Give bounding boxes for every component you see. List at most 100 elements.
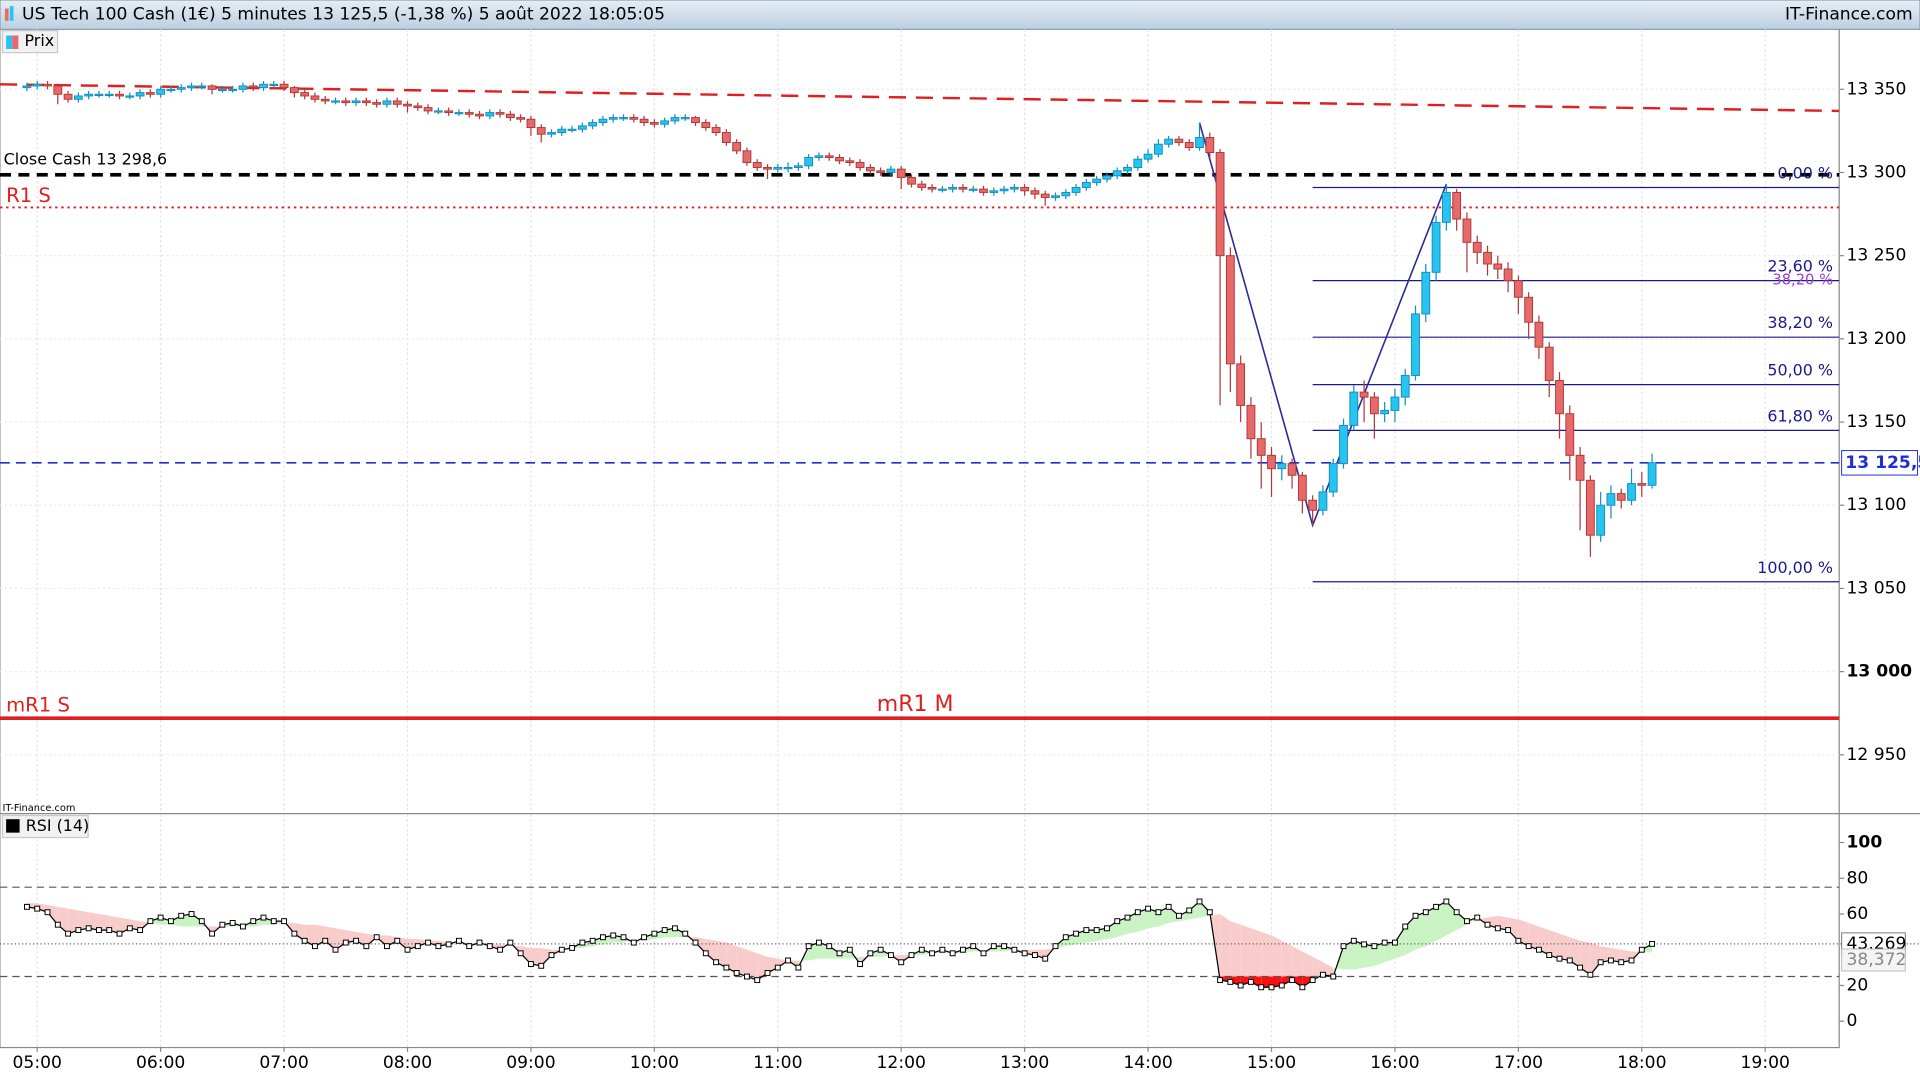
rsi-signal-fill	[1559, 933, 1570, 961]
candle-body	[711, 127, 721, 134]
rsi-point	[1443, 898, 1450, 905]
rsi-signal-fill	[767, 956, 778, 973]
candle-body	[269, 83, 279, 87]
rsi-point	[1566, 957, 1573, 964]
candle-body	[1647, 462, 1657, 486]
candle-body	[1318, 491, 1328, 511]
candle-body	[896, 168, 906, 178]
candle-body	[63, 93, 73, 100]
rsi-point	[1227, 978, 1234, 985]
candle-body	[516, 117, 526, 120]
rsi-signal-fill	[1436, 901, 1447, 941]
candle-body	[968, 188, 978, 191]
rsi-point	[1350, 937, 1357, 944]
candle-body	[1308, 499, 1318, 511]
price-pane	[0, 80, 1840, 721]
rsi-point	[857, 961, 864, 967]
grid	[0, 29, 1845, 1052]
candle-body	[660, 120, 670, 125]
candle-body	[1277, 463, 1287, 470]
candle-body	[1133, 158, 1143, 168]
candle-body	[917, 183, 927, 188]
candle-body	[1544, 346, 1554, 381]
rsi-point	[1124, 914, 1131, 921]
last-price-box	[1841, 450, 1919, 476]
rsi-point	[589, 937, 596, 944]
rsi-point	[1597, 959, 1604, 966]
y-tick-label: 13 000	[1847, 662, 1913, 682]
candle-body	[1256, 438, 1266, 456]
zigzag	[1198, 122, 1448, 528]
candle-body	[536, 127, 546, 135]
candle-body	[197, 85, 207, 88]
rsi-point	[54, 921, 61, 928]
y-tick-label: 13 250	[1847, 246, 1907, 266]
candle-body	[1596, 504, 1606, 536]
rsi-signal-fill	[1261, 931, 1272, 988]
rsi-point	[610, 932, 617, 939]
candle-body	[1503, 268, 1513, 282]
rsi-point	[1278, 982, 1285, 989]
candle-body	[907, 176, 916, 185]
candle-body	[505, 113, 515, 119]
rsi-point	[1073, 930, 1080, 937]
candle-body	[1102, 175, 1112, 180]
rsi-point	[1412, 912, 1419, 919]
header-icon	[4, 8, 9, 21]
candle-body	[1205, 137, 1215, 154]
rsi-point	[1381, 939, 1388, 946]
candle-body	[1555, 379, 1564, 415]
candle-body	[372, 102, 382, 105]
candle-body	[1267, 454, 1276, 470]
x-tick-label: 05:00	[13, 1053, 62, 1073]
rsi-signal-fill	[500, 942, 511, 950]
trendline	[0, 83, 1840, 113]
candle-body	[32, 83, 42, 87]
x-tick-label: 12:00	[877, 1053, 926, 1073]
x-tick-label: 19:00	[1741, 1053, 1790, 1073]
rsi-point	[774, 964, 781, 971]
candle-body	[742, 150, 752, 163]
candle-body	[1184, 142, 1194, 149]
rsi-point	[1289, 977, 1296, 984]
candle-body	[1092, 178, 1102, 183]
candle-body	[1061, 191, 1071, 197]
rsi-point	[414, 943, 421, 950]
rsi-point	[1206, 909, 1213, 916]
candle-body	[1246, 404, 1256, 440]
candle-body	[649, 122, 659, 125]
y-tick-label: 13 350	[1847, 79, 1907, 99]
candle-body	[1297, 474, 1307, 501]
rsi-point	[908, 952, 915, 959]
candle-body	[444, 110, 454, 114]
rsi-point	[1134, 909, 1141, 916]
candle-body	[22, 85, 32, 89]
rsi-signal-fill	[1384, 942, 1395, 963]
candle-body	[732, 142, 742, 152]
candle-body	[413, 105, 423, 109]
rsi-point	[702, 950, 709, 957]
rsi-point	[764, 970, 771, 976]
y-tick-label: 13 150	[1847, 412, 1907, 432]
candle-body	[999, 188, 1009, 192]
x-tick-label: 08:00	[383, 1053, 432, 1073]
y-tick-label: 13 200	[1847, 329, 1907, 349]
rsi-point	[1433, 903, 1440, 910]
candle-body	[793, 165, 803, 168]
candle-body	[320, 98, 330, 102]
rsi-point	[1525, 943, 1532, 950]
rsi-point	[126, 925, 133, 932]
candle-body	[608, 117, 618, 120]
rsi-pane	[0, 886, 1920, 991]
candle-body	[392, 100, 402, 105]
rsi-point	[1247, 978, 1254, 985]
rsi-point	[579, 939, 586, 946]
candle-body	[145, 92, 155, 95]
rsi-point	[209, 930, 216, 937]
rsi-point	[1402, 923, 1409, 930]
candle-body	[485, 112, 495, 117]
legend-swatch	[12, 35, 19, 49]
rsi-point	[353, 937, 360, 944]
rsi-point	[1556, 955, 1563, 962]
rsi-point	[44, 909, 51, 916]
